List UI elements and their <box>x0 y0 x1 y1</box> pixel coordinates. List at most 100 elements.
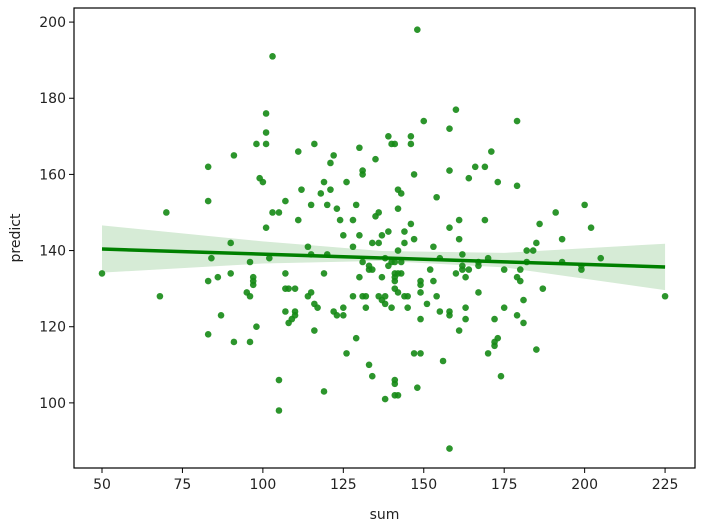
data-point <box>246 258 254 266</box>
data-point <box>253 323 260 331</box>
data-point <box>401 239 408 247</box>
data-point <box>365 361 373 369</box>
data-point <box>539 285 547 292</box>
data-point <box>401 292 408 300</box>
data-point <box>587 224 595 232</box>
data-point <box>388 304 395 311</box>
data-point <box>291 285 299 292</box>
data-point <box>362 304 370 311</box>
data-point <box>391 140 399 148</box>
data-point <box>420 117 428 125</box>
data-point <box>462 315 469 323</box>
data-point <box>410 171 418 178</box>
data-point <box>520 296 527 304</box>
data-point <box>433 193 440 201</box>
data-point <box>494 178 502 186</box>
data-point <box>536 220 543 228</box>
data-point <box>262 140 270 148</box>
data-point <box>336 216 344 224</box>
data-point <box>491 315 498 323</box>
y-tick-label: 140 <box>39 244 66 260</box>
data-point <box>214 273 222 281</box>
data-point <box>385 228 392 235</box>
data-point <box>330 152 337 159</box>
data-point <box>459 251 466 258</box>
data-point <box>368 239 376 247</box>
data-point <box>417 281 424 289</box>
data-point <box>340 304 347 311</box>
data-point <box>401 228 408 235</box>
data-point <box>362 292 370 300</box>
data-point <box>423 300 431 308</box>
data-point <box>414 26 421 34</box>
data-point <box>516 277 524 285</box>
data-point <box>262 224 270 232</box>
data-point <box>352 334 360 342</box>
data-point <box>475 262 482 270</box>
y-tick-label: 120 <box>39 320 66 336</box>
data-point <box>430 277 437 285</box>
data-point <box>520 319 527 327</box>
data-point <box>163 209 170 216</box>
data-point <box>462 304 469 311</box>
data-point <box>446 224 453 232</box>
data-point <box>465 174 473 182</box>
x-tick-label: 125 <box>330 477 357 493</box>
data-point <box>208 254 215 262</box>
data-point <box>352 201 360 209</box>
data-point <box>204 277 212 285</box>
x-tick-label: 50 <box>93 477 111 493</box>
data-point <box>217 312 225 319</box>
x-tick-label: 100 <box>250 477 277 493</box>
data-point <box>407 220 415 228</box>
data-point <box>204 197 212 205</box>
y-axis-ticks: 100 120 140 160 180 200 <box>39 15 74 412</box>
data-point <box>417 289 424 296</box>
x-axis-ticks: 50 75 100 125 150 175 200 225 <box>93 468 678 493</box>
data-point <box>488 148 495 155</box>
x-tick-label: 225 <box>652 477 679 493</box>
data-point <box>98 270 106 277</box>
data-point <box>455 216 463 224</box>
data-point <box>475 289 482 296</box>
data-point <box>513 117 521 125</box>
data-point <box>356 232 363 239</box>
data-point <box>340 312 347 319</box>
data-point <box>385 133 392 140</box>
data-point <box>462 273 469 281</box>
data-point <box>455 327 463 334</box>
data-point <box>404 304 411 311</box>
data-point <box>368 266 376 273</box>
data-point <box>407 140 415 148</box>
data-point <box>381 395 389 403</box>
x-tick-label: 75 <box>174 477 192 493</box>
y-tick-label: 100 <box>39 396 66 412</box>
data-point <box>317 190 325 197</box>
data-point <box>436 308 444 315</box>
data-point <box>368 372 376 380</box>
x-tick-label: 150 <box>410 477 437 493</box>
data-point <box>320 178 328 186</box>
regression-line-layer <box>101 247 666 269</box>
data-point <box>307 201 315 209</box>
data-point <box>269 209 276 216</box>
data-point <box>356 144 363 152</box>
data-point <box>391 380 399 388</box>
data-point <box>430 243 437 251</box>
points-layer <box>98 26 669 452</box>
data-point <box>558 235 566 243</box>
data-point <box>282 308 289 315</box>
data-point <box>262 110 270 117</box>
data-point <box>375 239 383 247</box>
data-point <box>359 171 366 178</box>
data-point <box>581 201 588 209</box>
data-point <box>394 391 402 399</box>
data-point <box>227 239 234 247</box>
data-point <box>385 262 392 270</box>
data-point <box>311 327 318 334</box>
data-point <box>500 304 508 311</box>
data-point <box>372 155 379 163</box>
data-point <box>378 232 386 239</box>
data-point <box>204 331 212 338</box>
